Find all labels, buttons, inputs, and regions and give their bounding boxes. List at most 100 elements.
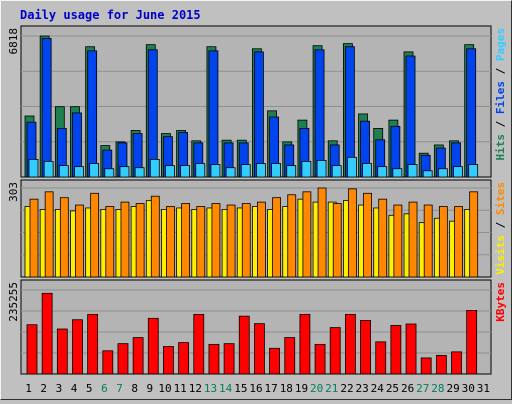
- hits-files-pages-bar-files-day-20: [314, 49, 325, 178]
- sites-visits-bar-sites-day-15: [241, 203, 251, 278]
- kbytes-bar-kbytes-day-29: [451, 351, 462, 375]
- sites-visits-bar-sites-day-18: [287, 194, 297, 278]
- hits-files-pages-bar-pages-day-11: [180, 165, 191, 178]
- kbytes-bar-kbytes-day-8: [132, 337, 144, 375]
- x-tick-label-day-20: 20: [310, 382, 323, 395]
- sites-visits-bar-sites-day-24: [378, 198, 388, 278]
- x-tick-label-day-17: 17: [265, 382, 278, 395]
- kbytes-bar-kbytes-day-15: [238, 315, 250, 375]
- sites-visits-bar-sites-day-4: [75, 204, 84, 278]
- hits-files-pages-bar-pages-day-20: [316, 160, 327, 178]
- sites-visits-bar-sites-day-2: [44, 191, 54, 278]
- x-tick-label-day-11: 11: [174, 382, 187, 395]
- x-tick-label-day-14: 14: [219, 382, 233, 395]
- kbytes-bar-kbytes-day-28: [435, 355, 447, 375]
- sites-visits-bar-sites-day-21: [332, 203, 342, 278]
- x-tick-label-day-30: 30: [462, 382, 475, 395]
- sites-visits-bar-sites-day-3: [59, 197, 69, 278]
- hits-files-pages-legend-separator: /: [494, 114, 507, 134]
- sites-visits-bar-sites-day-29: [454, 206, 463, 278]
- kbytes-bar-kbytes-day-12: [193, 313, 205, 375]
- hits-files-pages-bar-files-day-9: [147, 49, 158, 178]
- hits-files-pages-bar-pages-day-1: [28, 159, 39, 178]
- sites-visits-bar-sites-day-6: [105, 206, 115, 278]
- kbytes-bar-kbytes-day-11: [178, 342, 190, 375]
- x-tick-label-day-6: 6: [101, 382, 108, 395]
- x-tick-label-day-25: 25: [386, 382, 399, 395]
- sites-visits-bar-sites-day-14: [226, 204, 236, 278]
- x-tick-label-day-3: 3: [56, 382, 63, 395]
- x-tick-label-day-19: 19: [295, 382, 308, 395]
- hits-files-pages-bar-pages-day-7: [119, 166, 130, 178]
- sites-visits-legend: Visits / Sites: [494, 182, 507, 275]
- sites-visits-legend-separator: /: [494, 215, 507, 235]
- sites-visits-bar-sites-day-22: [347, 188, 357, 278]
- sites-visits-bar-sites-day-26: [408, 201, 418, 278]
- hits-files-pages-bar-pages-day-18: [286, 165, 297, 178]
- kbytes-bar-kbytes-day-6: [102, 350, 114, 375]
- hits-files-pages-bar-pages-day-21: [331, 165, 342, 178]
- kbytes-bar-kbytes-day-23: [360, 320, 371, 375]
- x-tick-label-day-26: 26: [401, 382, 414, 395]
- kbytes-bar-kbytes-day-26: [405, 323, 417, 375]
- kbytes-bar-kbytes-day-16: [254, 323, 265, 375]
- hits-files-pages-bar-pages-day-10: [165, 165, 175, 178]
- sites-visits-bar-sites-day-28: [438, 206, 448, 278]
- x-tick-label-day-22: 22: [340, 382, 353, 395]
- hits-files-pages-bar-pages-day-2: [43, 161, 54, 178]
- kbytes-bar-kbytes-day-19: [299, 313, 311, 375]
- hits-files-pages-legend-hits: Hits: [494, 134, 507, 161]
- sites-visits-bar-sites-day-5: [90, 192, 100, 278]
- hits-files-pages-bar-files-day-26: [405, 55, 416, 178]
- kbytes-bar-kbytes-day-22: [344, 313, 356, 375]
- hits-files-pages-bar-files-day-13: [208, 50, 219, 178]
- kbytes-bar-kbytes-day-27: [420, 357, 432, 375]
- x-tick-label-day-21: 21: [325, 382, 338, 395]
- hits-files-pages-bar-files-day-30: [466, 48, 477, 178]
- sites-visits-bar-sites-day-12: [196, 206, 206, 278]
- kbytes-ymax-label: 235255: [7, 282, 20, 322]
- x-tick-label-day-5: 5: [86, 382, 93, 395]
- hits-files-pages-bar-pages-day-25: [392, 168, 403, 178]
- hits-files-pages-bar-pages-day-29: [453, 166, 463, 178]
- sites-visits-bar-sites-day-11: [181, 203, 191, 278]
- hits-files-pages-bar-files-day-5: [87, 50, 98, 178]
- x-tick-label-day-23: 23: [356, 382, 369, 395]
- kbytes-bar-kbytes-day-3: [56, 328, 68, 375]
- hits-files-pages-bar-pages-day-6: [104, 168, 115, 178]
- hits-files-pages-bar-pages-day-9: [149, 159, 160, 178]
- kbytes-bar-kbytes-day-17: [269, 347, 280, 375]
- hits-files-pages-bar-files-day-2: [41, 38, 52, 178]
- hits-files-pages-bar-pages-day-27: [422, 170, 433, 178]
- hits-files-pages-legend-separator: /: [494, 61, 507, 81]
- sites-visits-bar-sites-day-7: [120, 201, 130, 278]
- x-tick-label-day-4: 4: [71, 382, 78, 395]
- x-tick-label-day-8: 8: [131, 382, 138, 395]
- hits-files-pages-bar-pages-day-14: [225, 167, 236, 178]
- kbytes-legend-kbytes: KBytes: [494, 282, 507, 322]
- sites-visits-bar-sites-day-10: [166, 206, 175, 278]
- kbytes-bar-kbytes-day-30: [466, 310, 478, 375]
- hits-files-pages-bar-pages-day-19: [301, 161, 312, 178]
- hits-files-pages-legend-pages: Pages: [494, 28, 507, 61]
- sites-visits-bar-sites-day-20: [317, 187, 327, 278]
- hits-files-pages-bar-pages-day-8: [134, 167, 145, 178]
- hits-files-pages-legend-files: Files: [494, 81, 507, 114]
- hits-files-pages-bar-pages-day-23: [362, 163, 372, 178]
- kbytes-bar-kbytes-day-2: [41, 292, 53, 375]
- hits-files-pages-bar-pages-day-24: [377, 166, 388, 178]
- kbytes-legend: KBytes: [494, 282, 507, 322]
- sites-visits-bar-sites-day-13: [211, 203, 221, 278]
- kbytes-bar-kbytes-day-21: [329, 327, 341, 375]
- x-tick-label-day-16: 16: [249, 382, 262, 395]
- x-tick-label-day-2: 2: [40, 382, 47, 395]
- kbytes-bar-kbytes-day-9: [147, 317, 159, 375]
- hits-files-pages-bar-files-day-16: [254, 51, 264, 178]
- x-tick-label-day-29: 29: [446, 382, 459, 395]
- hits-files-pages-bar-pages-day-30: [468, 164, 479, 178]
- kbytes-bar-kbytes-day-20: [314, 343, 326, 375]
- hits-files-pages-bar-pages-day-28: [437, 168, 448, 178]
- sites-visits-bar-sites-day-17: [272, 197, 281, 278]
- x-tick-label-day-7: 7: [116, 382, 123, 395]
